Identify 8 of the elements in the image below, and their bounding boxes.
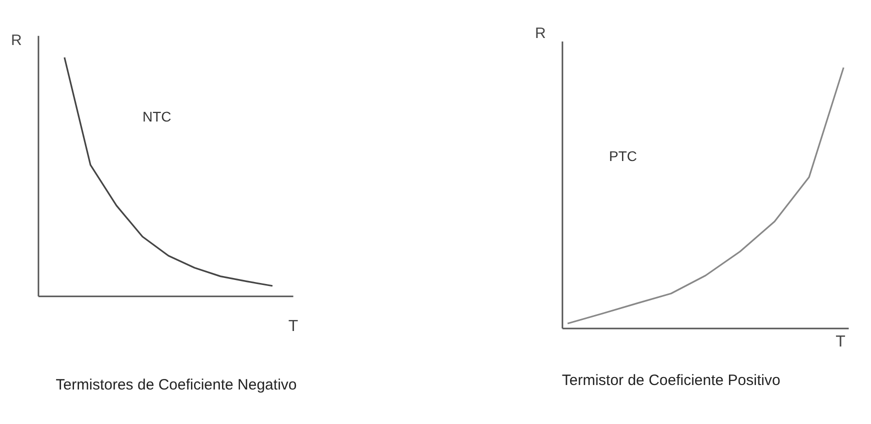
x-axis-title: T [288, 318, 298, 335]
text: Termistor de Coeficiente Positivo [562, 372, 780, 390]
y-axis-title: R [534, 25, 546, 42]
y-axis-title: R [10, 32, 22, 50]
text: NTC [142, 108, 172, 124]
text: PTC [609, 148, 638, 164]
text: Termistores de Coeficiente Negativo [56, 376, 297, 394]
x-axis-title: T [836, 334, 846, 351]
